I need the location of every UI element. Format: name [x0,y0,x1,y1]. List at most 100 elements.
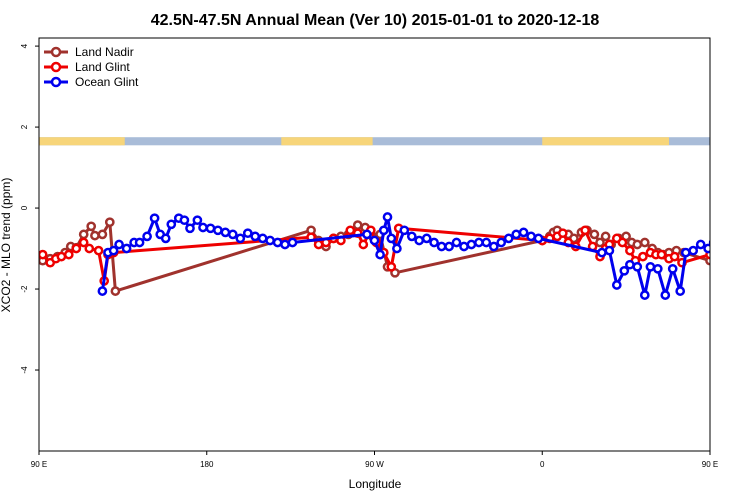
land-segment [109,137,125,146]
data-point [481,237,492,248]
data-point [192,215,203,226]
series-layer [39,212,710,300]
data-point [375,249,385,260]
data-point [392,243,402,254]
data-point [669,251,680,262]
data-point [166,219,177,230]
data-point [632,261,643,272]
data-point [617,237,628,248]
data-point [149,213,160,224]
x-tick-label: 0 [540,460,545,469]
data-point [227,229,238,240]
data-point [597,247,607,258]
data-point [272,237,283,248]
land-segment [281,137,373,146]
data-point [84,243,95,254]
data-point [589,229,600,240]
data-point [688,245,699,256]
data-point [436,241,447,252]
data-point [121,243,132,254]
x-axis: 90 E 180 90 W 0 90 E [31,451,718,469]
data-point [660,290,671,300]
data-point [56,251,67,262]
y-axis-title: XCO2 - MLO trend (ppm) [0,178,13,313]
data-point [503,233,514,244]
data-point [142,231,152,242]
y-tick-label: -4 [20,366,29,374]
data-point [459,241,469,252]
data-point [604,245,615,256]
series-ocean-glint [97,212,710,300]
data-point [625,259,635,270]
legend-item: Ocean Glint [44,75,139,89]
data-point [632,239,643,250]
data-point [90,230,100,241]
x-tick-label: 180 [200,460,214,469]
data-point [675,286,686,296]
data-point [557,228,568,239]
data-point [580,225,590,236]
data-point [526,231,536,242]
data-point [313,239,324,250]
data-point [386,261,397,272]
data-point [287,237,298,248]
data-point [625,245,635,256]
data-point [110,286,121,296]
data-point [134,237,145,248]
data-point [645,261,656,272]
legend-swatch-marker [50,76,62,88]
data-point [114,239,124,250]
data-point [600,231,611,242]
data-point [518,227,529,238]
data-point [104,217,115,228]
data-point [451,237,462,248]
y-axis: 4 2 0 -2 -4 [20,43,39,374]
data-point [78,237,89,248]
data-point [619,265,630,276]
data-point [242,228,253,239]
data-point [39,249,48,260]
data-point [108,245,119,256]
legend-label: Ocean Glint [75,75,139,89]
y-tick-label: 4 [20,43,29,48]
data-point [71,243,82,254]
data-point [160,233,171,244]
x-axis-title: Longitude [349,477,402,491]
data-point [429,237,439,248]
data-point [280,239,290,250]
data-point [511,229,522,240]
data-point [533,233,544,244]
data-point [488,241,499,252]
data-point [179,215,190,226]
data-point [257,233,268,244]
data-point [78,229,89,240]
data-point [352,220,363,230]
y-tick-label: 2 [20,124,29,129]
data-point [680,247,691,258]
data-point [198,222,208,233]
land-segment [39,137,122,146]
data-point [369,235,380,246]
data-point [358,239,369,250]
land-ocean-band [39,137,710,146]
x-tick-label: 90 W [365,460,384,469]
data-point [656,249,667,260]
data-point [444,241,454,252]
y-tick-label: 0 [20,205,29,210]
legend-swatch-marker [50,46,62,58]
data-point [213,225,223,236]
data-point [97,286,108,296]
data-point [93,245,104,256]
data-point [595,237,605,248]
data-point [466,239,477,250]
data-point [185,223,195,234]
data-point [220,227,231,238]
data-point [421,233,432,244]
x-tick-label: 90 E [702,460,718,469]
data-point [250,231,261,242]
data-point [638,251,648,262]
data-point [695,239,706,250]
ocean-band [39,137,710,146]
